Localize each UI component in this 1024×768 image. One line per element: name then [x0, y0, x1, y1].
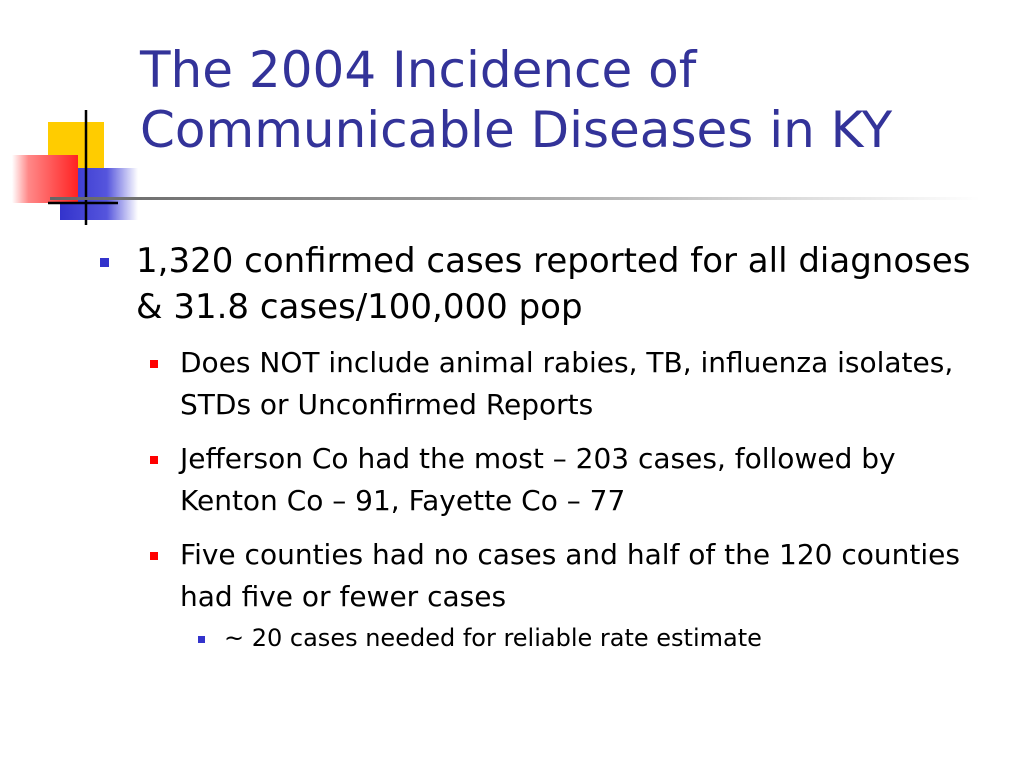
- sub-bullet-item-county-counts: Five counties had no cases and half of t…: [146, 534, 1000, 656]
- square-bullet-icon: [100, 258, 109, 267]
- bullet-text: 1,320 confirmed cases reported for all d…: [136, 241, 971, 327]
- sub-bullet-text: Five counties had no cases and half of t…: [180, 538, 960, 613]
- slide-title: The 2004 Incidence of Communicable Disea…: [140, 40, 1000, 160]
- square-bullet-icon: [198, 636, 205, 643]
- sub-bullet-text: Does NOT include animal rabies, TB, infl…: [180, 346, 954, 421]
- bullet-item-confirmed-cases: 1,320 confirmed cases reported for all d…: [100, 238, 1000, 656]
- square-bullet-icon: [150, 360, 158, 368]
- slide-title-line-1: The 2004 Incidence of: [140, 41, 697, 99]
- logo-red-square: [12, 155, 78, 203]
- sub-bullet-text: Jefferson Co had the most – 203 cases, f…: [180, 442, 896, 517]
- sub-sub-bullet-text: ~ 20 cases needed for reliable rate esti…: [224, 624, 762, 652]
- square-bullet-icon: [150, 552, 158, 560]
- sub-bullet-list: Does NOT include animal rabies, TB, infl…: [146, 342, 1000, 656]
- title-divider: [50, 197, 980, 200]
- square-bullet-icon: [150, 456, 158, 464]
- decorative-squares-logo: [12, 110, 138, 225]
- slide-title-line-2: Communicable Diseases in KY: [140, 101, 893, 159]
- sub-bullet-item-exclusions: Does NOT include animal rabies, TB, infl…: [146, 342, 1000, 426]
- sub-sub-bullet-item-reliable-rate: ~ 20 cases needed for reliable rate esti…: [196, 620, 1000, 656]
- sub-sub-bullet-list: ~ 20 cases needed for reliable rate esti…: [196, 620, 1000, 656]
- sub-bullet-item-county-totals: Jefferson Co had the most – 203 cases, f…: [146, 438, 1000, 522]
- bullet-list: 1,320 confirmed cases reported for all d…: [100, 238, 1000, 668]
